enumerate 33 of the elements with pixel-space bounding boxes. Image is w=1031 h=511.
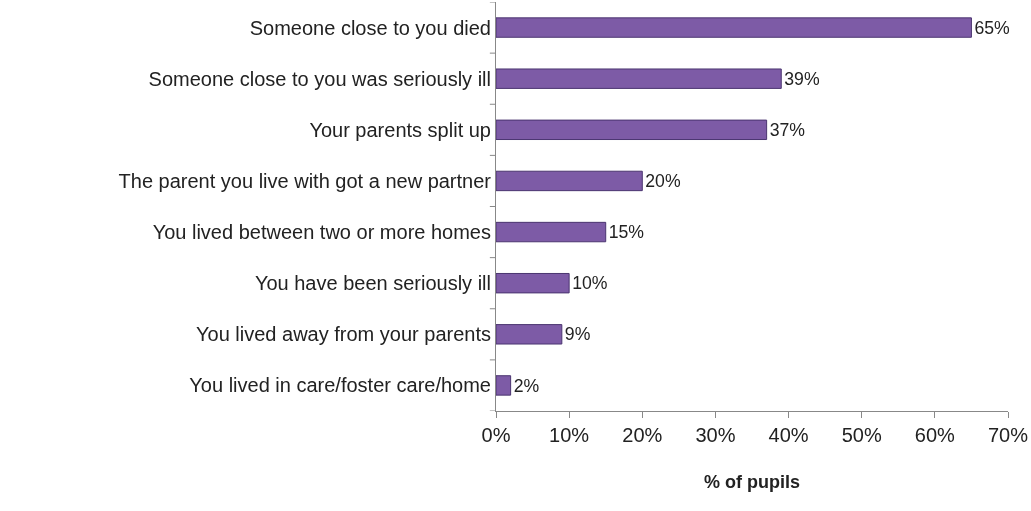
data-label: 65% [974,17,1011,38]
data-label: 37% [769,120,806,140]
y-tick-label: You have been seriously ill [254,272,491,295]
data-label: 9% [564,324,591,345]
bar [496,221,607,243]
y-tick-label: You lived between two or more homes [152,221,491,244]
y-tick-label: Your parents split up [309,118,491,141]
data-label: 39% [784,68,820,89]
x-tick-label: 20% [622,424,663,446]
bar [496,68,782,89]
x-axis-title: % of pupils [704,472,800,493]
bar [496,170,643,192]
data-label: 10% [572,273,608,294]
x-tick-label: 50% [841,424,882,446]
bar [496,375,512,396]
data-label: 20% [645,171,681,192]
y-tick-label: You lived away from your parents [196,323,491,346]
y-tick-label: Someone close to you died [249,16,491,39]
bar [496,272,570,294]
bar [496,17,972,38]
data-label: 2% [513,375,540,396]
data-label: 15% [608,222,645,243]
x-tick-label: 10% [549,424,590,446]
bar [496,324,563,345]
x-tick-label: 40% [768,424,809,446]
x-tick-label: 30% [695,424,736,446]
y-tick-label: Someone close to you was seriously ill [148,67,491,90]
y-tick-label: You lived in care/foster care/home [189,374,491,397]
x-tick-label: 70% [987,424,1029,446]
x-tick-label: 0% [481,424,511,446]
x-tick-label: 60% [914,424,956,446]
bar [496,119,768,141]
y-tick-label: The parent you live with got a new partner [118,169,492,192]
